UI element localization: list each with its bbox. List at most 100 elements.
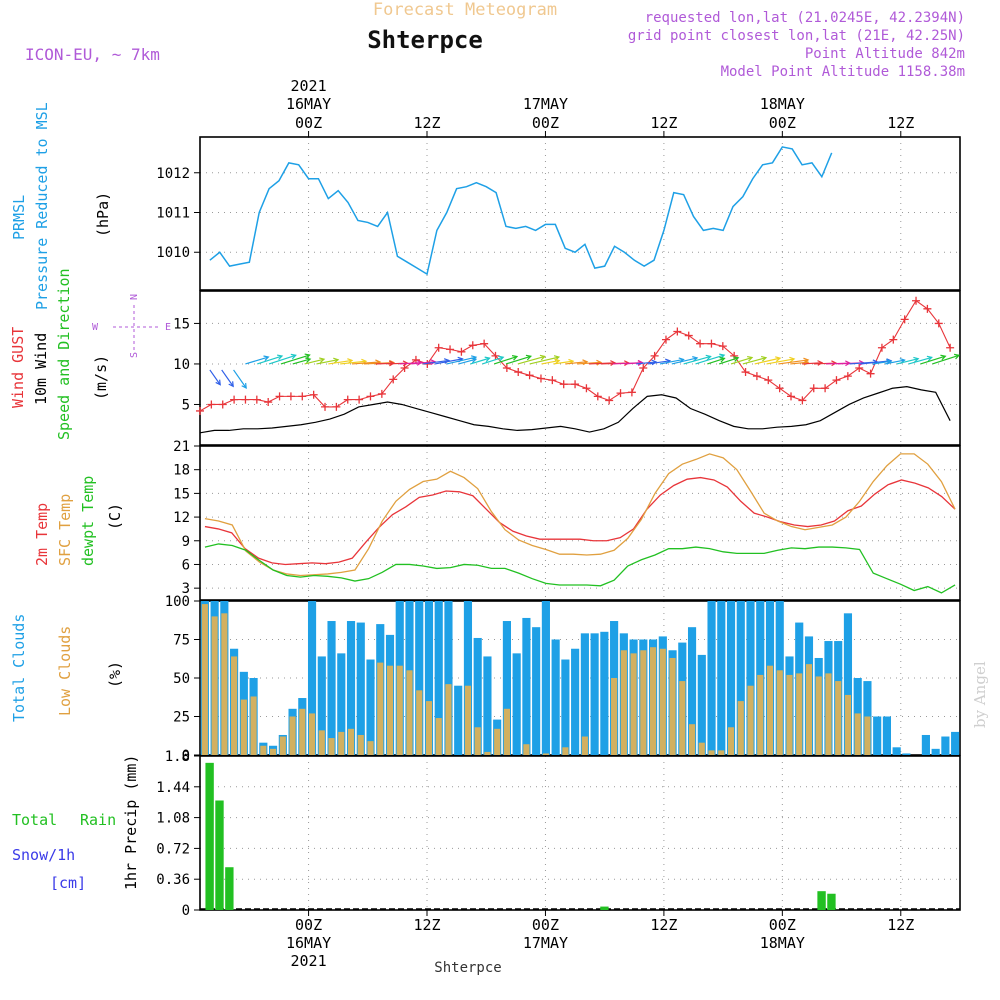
gust-point	[446, 345, 455, 354]
wind-arrow	[896, 358, 919, 365]
gust-point	[798, 396, 807, 405]
gust-point	[298, 392, 307, 401]
y-tick-label: 0	[182, 903, 190, 919]
gust-point	[809, 384, 818, 393]
pressure-unit: (hPa)	[94, 192, 112, 237]
point-altitude: Point Altitude 842m	[805, 46, 965, 62]
low-cloud-bar	[299, 708, 306, 755]
wind-arrow-head	[228, 381, 234, 388]
low-cloud-bar	[425, 701, 433, 755]
compass-n: N	[129, 294, 140, 300]
rain-bar	[817, 891, 826, 910]
bottom-hour-label: 12Z	[650, 916, 677, 934]
gust-point	[434, 343, 443, 352]
wind-arrow-head	[913, 356, 920, 363]
total-clouds-label: Total Clouds	[10, 614, 28, 722]
compass-s: S	[129, 352, 140, 358]
top-hour-label: 00Z	[532, 114, 559, 132]
y-tick-label: 1.08	[156, 811, 190, 827]
gust-point	[343, 395, 352, 404]
wind-arrow-head	[470, 357, 478, 364]
gust-point	[707, 339, 716, 348]
wind-arrow-head	[215, 379, 221, 386]
footer-place: Shterpce	[434, 960, 501, 976]
top-hour-label: 00Z	[295, 114, 322, 132]
low-cloud-bar	[815, 676, 822, 755]
y-tick-label: 9	[182, 534, 190, 550]
wind-arrow-head	[926, 355, 933, 362]
total-cloud-bar	[571, 648, 580, 755]
dewpt-label: dewpt Temp	[79, 476, 97, 566]
low-cloud-bar	[737, 701, 744, 755]
snow-label: Snow/1h	[12, 846, 75, 864]
rain-bar	[205, 762, 214, 910]
wind-arrow	[707, 357, 725, 365]
y-tick-label: 6	[182, 557, 190, 573]
low-cloud-bar	[679, 681, 686, 755]
total-cloud-bar	[590, 633, 599, 755]
wind-arrow	[790, 361, 809, 365]
low-cloud-bar	[708, 750, 715, 755]
total-cloud-bar	[337, 653, 346, 755]
low-cloud-bar	[464, 685, 472, 755]
wind-arrow	[304, 358, 325, 365]
y-tick-label: 0	[182, 748, 190, 764]
chart-title: Forecast Meteogram	[373, 0, 557, 20]
gust-point	[775, 384, 784, 393]
low-cloud-bar	[270, 748, 277, 755]
wind-line	[199, 386, 951, 434]
low-cloud-bar	[260, 745, 267, 755]
gust-point	[230, 395, 239, 404]
total-cloud-bar	[843, 613, 853, 755]
total-cloud-bar	[346, 621, 356, 755]
wind-arrow	[778, 359, 809, 365]
pressure-label: PRMSL	[10, 195, 28, 240]
total-cloud-bar	[892, 747, 901, 755]
low-cloud-bar	[805, 664, 813, 755]
snow-unit-label: [cm]	[50, 874, 86, 892]
gust-point	[866, 369, 875, 378]
wind-arrow	[754, 357, 781, 365]
wind-arrow	[233, 369, 247, 389]
wind-arrow	[505, 355, 532, 365]
wind-arrow	[245, 356, 269, 365]
gust-point	[946, 343, 955, 352]
total-cloud-bar	[366, 659, 375, 755]
low-cloud-bar	[727, 727, 735, 755]
wind-arrow	[718, 357, 739, 365]
gust-point	[252, 395, 261, 404]
wind-arrow-head	[719, 356, 726, 363]
wind-arrow	[411, 361, 436, 365]
gust-point	[593, 392, 602, 401]
clouds-unit: (%)	[106, 661, 124, 688]
wind-arrow-head	[333, 357, 340, 364]
sfc-temp-label: SFC Temp	[56, 494, 74, 566]
wind-arrow	[280, 354, 310, 365]
gust-point	[559, 380, 568, 389]
wind-arrow-head	[305, 357, 312, 363]
rain-bar	[225, 867, 234, 910]
y-tick-label: 1.44	[156, 780, 190, 796]
gust-point	[389, 375, 398, 384]
gust-point	[196, 406, 204, 415]
wind-arrow	[493, 355, 518, 365]
gust-point	[684, 331, 693, 340]
low-cloud-bar	[347, 728, 355, 755]
gust-point	[627, 388, 636, 397]
total-cloud-bar	[873, 716, 882, 755]
low-cloud-bar	[611, 678, 618, 755]
wind-arrow	[482, 356, 504, 365]
wind-arrow-head	[319, 357, 326, 364]
wind-arrow-head	[304, 353, 311, 360]
gust-point	[218, 400, 227, 409]
grid-point-coords: grid point closest lon,lat (21E, 42.25N)	[628, 28, 965, 44]
low-cloud-bar	[864, 716, 871, 755]
total-cloud-bar	[307, 601, 317, 755]
gust-point	[582, 384, 591, 393]
wind-arrow-head	[817, 360, 824, 366]
y-tick-label: 0.72	[156, 841, 190, 857]
wind-arrow	[553, 360, 574, 365]
wind-arrow-head	[747, 355, 754, 362]
wind-arrow-head	[733, 356, 740, 362]
